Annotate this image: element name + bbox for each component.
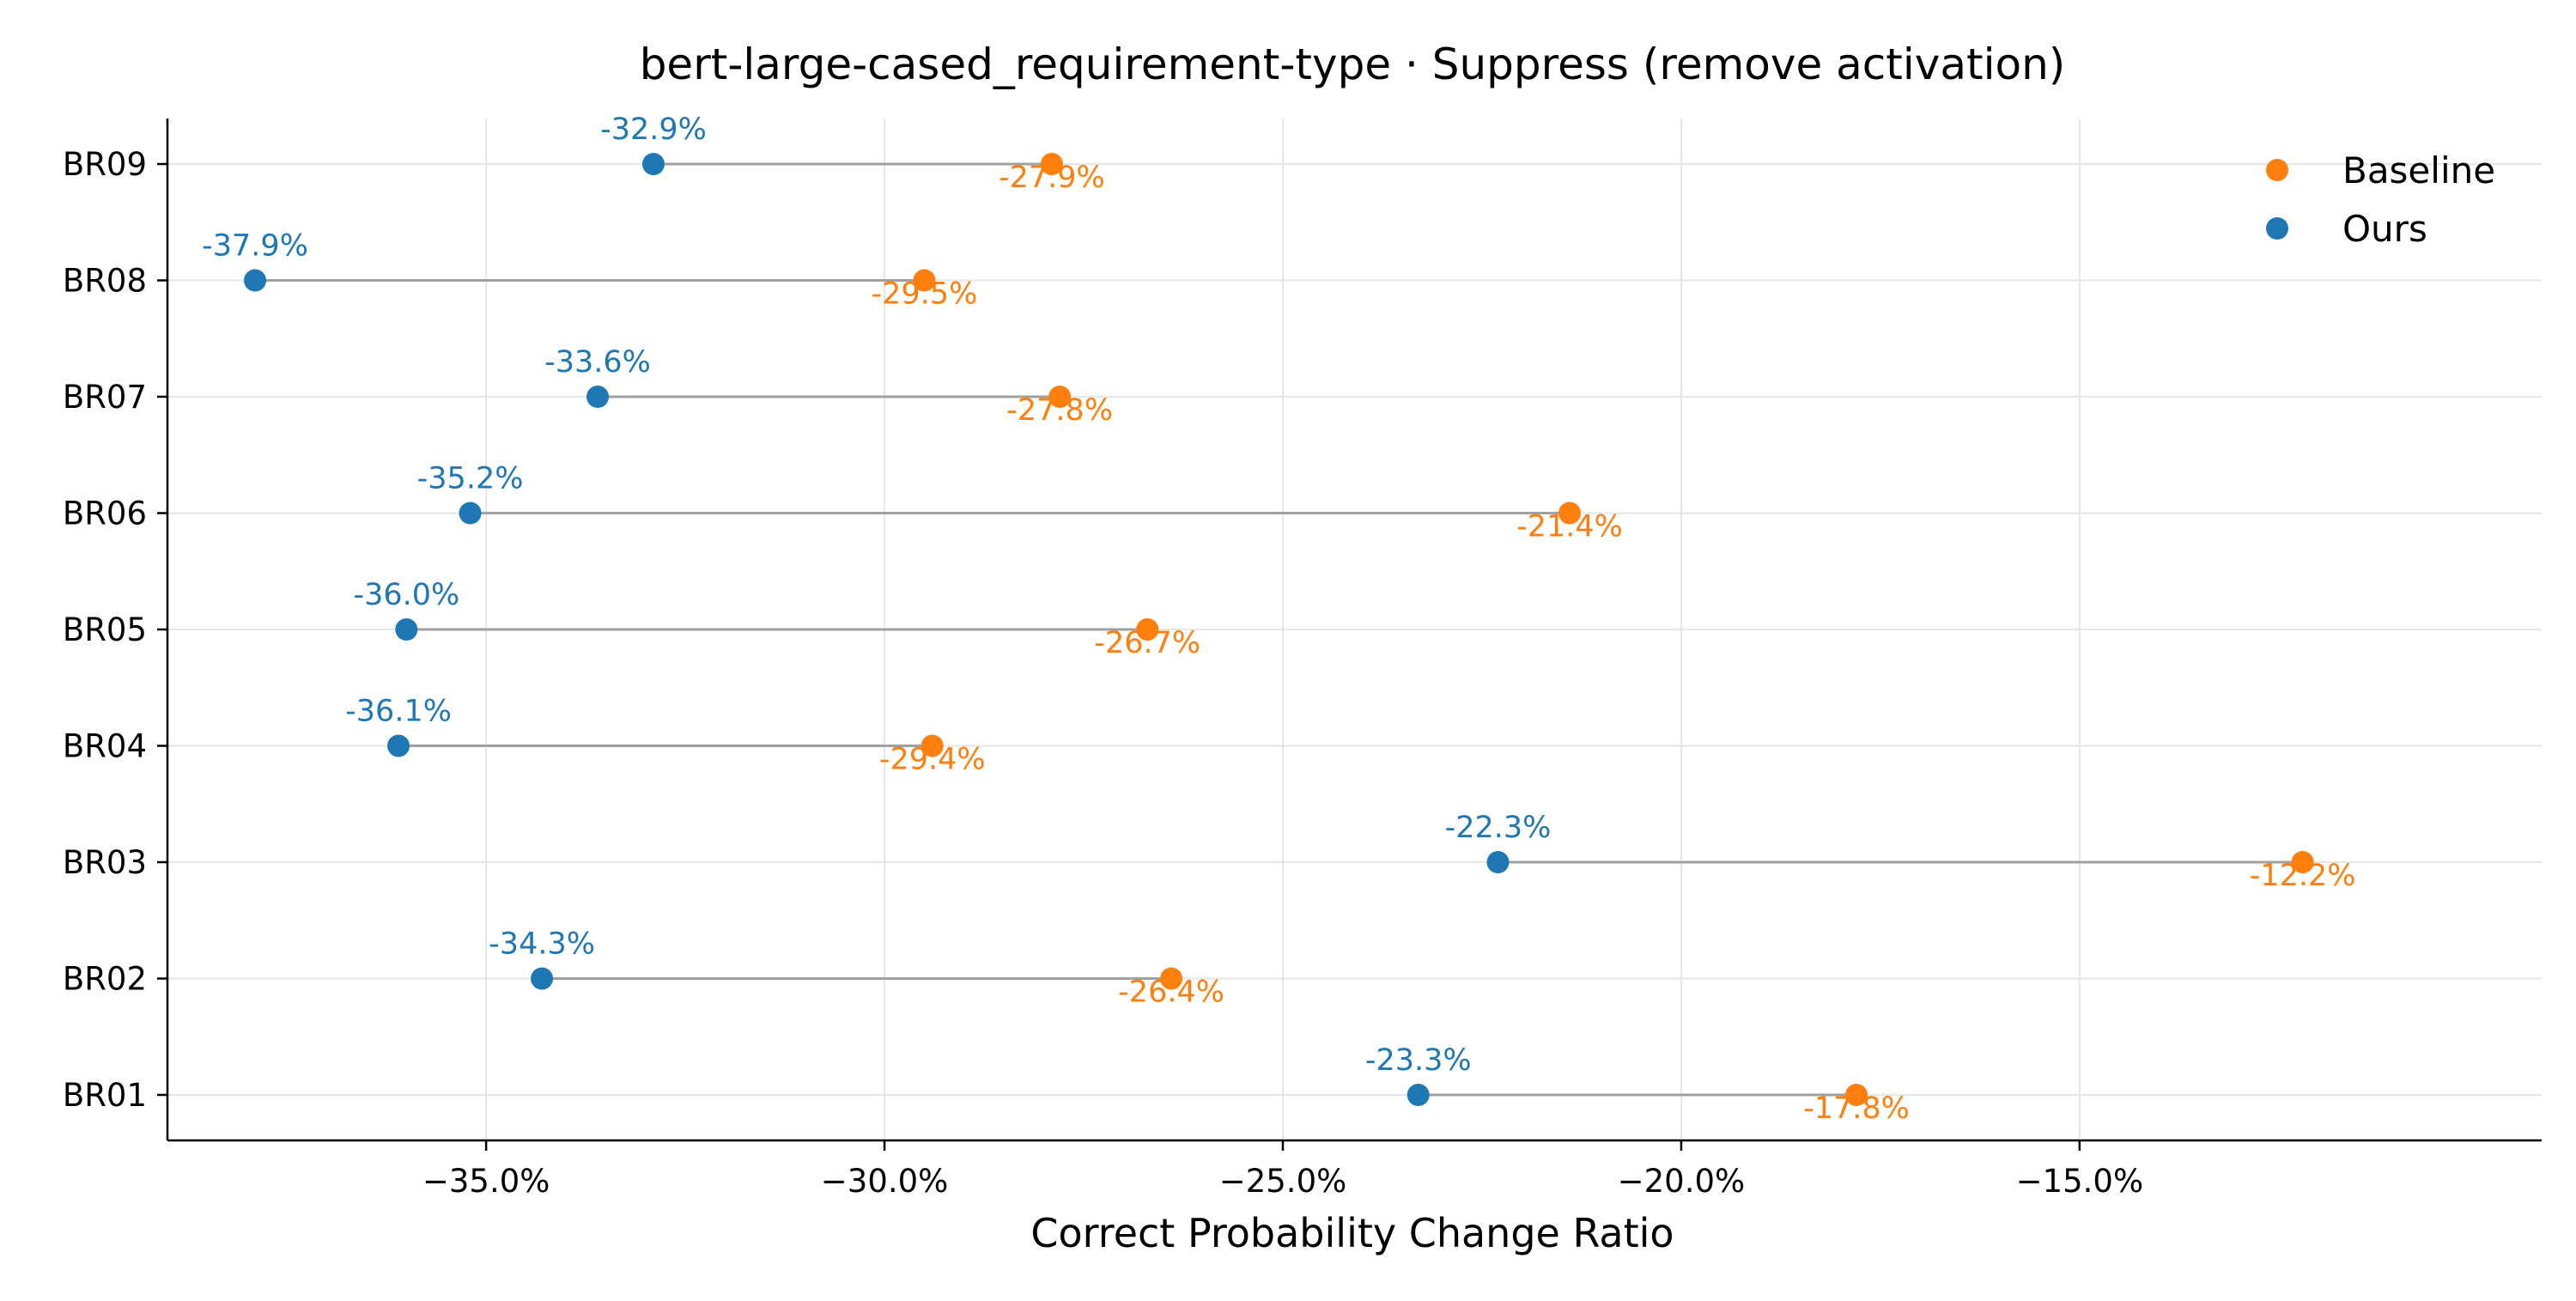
ours-data-label: -23.3% <box>1365 1043 1472 1078</box>
y-tick-label: BR05 <box>63 611 147 648</box>
ours-point <box>1486 851 1510 873</box>
baseline-data-label: -26.4% <box>1118 976 1224 1010</box>
chart-title: bert-large-cased_requirement-type · Supp… <box>640 40 2066 89</box>
ours-point <box>641 153 665 175</box>
baseline-data-label: -17.8% <box>1803 1091 1910 1126</box>
labels-layer: -17.8% -23.3% -26.4% -34.3% -12.2% -22.3% -29.… <box>202 112 2355 1126</box>
baseline-point <box>920 734 944 757</box>
baseline-point <box>913 269 936 292</box>
ours-data-label: -34.3% <box>489 927 595 962</box>
x-axis-label: Correct Probability Change Ratio <box>1030 1210 1674 1256</box>
baseline-point <box>1040 153 1063 175</box>
y-tick-label: BR08 <box>63 263 147 300</box>
y-tick-label: BR01 <box>63 1077 147 1114</box>
y-tick-label: BR07 <box>63 379 147 416</box>
ours-data-label: -35.2% <box>417 462 524 496</box>
ours-data-label: -36.1% <box>345 695 452 729</box>
baseline-data-label: -27.9% <box>999 161 1105 195</box>
baseline-point <box>1136 618 1159 641</box>
ours-point <box>531 967 554 990</box>
ours-point <box>459 502 482 525</box>
x-tick-label: −30.0% <box>821 1163 949 1200</box>
ours-point <box>244 269 267 292</box>
x-tick-label: −15.0% <box>2016 1163 2144 1200</box>
ours-point <box>586 386 610 408</box>
y-tick-label: BR06 <box>63 495 147 532</box>
baseline-point <box>1845 1084 1868 1106</box>
ticks-layer: −35.0% −30.0% −25.0% −20.0% −15.0% BR01 BR02 BR… <box>63 146 2143 1200</box>
y-tick-label: BR02 <box>63 961 147 998</box>
baseline-point <box>1160 967 1183 990</box>
ours-point <box>395 618 418 641</box>
ours-data-label: -22.3% <box>1445 811 1552 845</box>
ours-data-label: -37.9% <box>202 229 308 264</box>
baseline-data-label: -29.4% <box>879 743 986 777</box>
ours-data-label: -33.6% <box>544 345 651 380</box>
legend-label: Baseline <box>2342 149 2495 192</box>
ours-data-label: -36.0% <box>353 578 459 612</box>
x-tick-label: −35.0% <box>422 1163 550 1200</box>
baseline-point <box>1048 386 1072 408</box>
ours-data-label: -32.9% <box>600 112 707 147</box>
ours-point <box>1406 1084 1430 1106</box>
baseline-data-label: -27.8% <box>1006 393 1113 428</box>
baseline-point <box>2291 851 2314 873</box>
legend: Baseline Ours <box>2266 149 2495 250</box>
y-tick-label: BR03 <box>63 844 147 881</box>
baseline-data-label: -12.2% <box>2250 859 2356 893</box>
ours-point <box>387 734 410 757</box>
baseline-data-label: -26.7% <box>1094 626 1200 660</box>
legend-marker <box>2266 159 2288 181</box>
connector-layer <box>255 162 2303 1097</box>
baseline-data-label: -21.4% <box>1516 510 1623 544</box>
baseline-data-label: -29.5% <box>872 277 978 312</box>
x-tick-label: −20.0% <box>1618 1163 1746 1200</box>
y-tick-label: BR04 <box>63 728 147 765</box>
y-tick-label: BR09 <box>63 146 147 183</box>
legend-label: Ours <box>2342 208 2427 250</box>
points-layer <box>244 153 2314 1106</box>
legend-marker <box>2266 217 2288 240</box>
x-tick-label: −25.0% <box>1219 1163 1347 1200</box>
baseline-point <box>1558 502 1582 525</box>
